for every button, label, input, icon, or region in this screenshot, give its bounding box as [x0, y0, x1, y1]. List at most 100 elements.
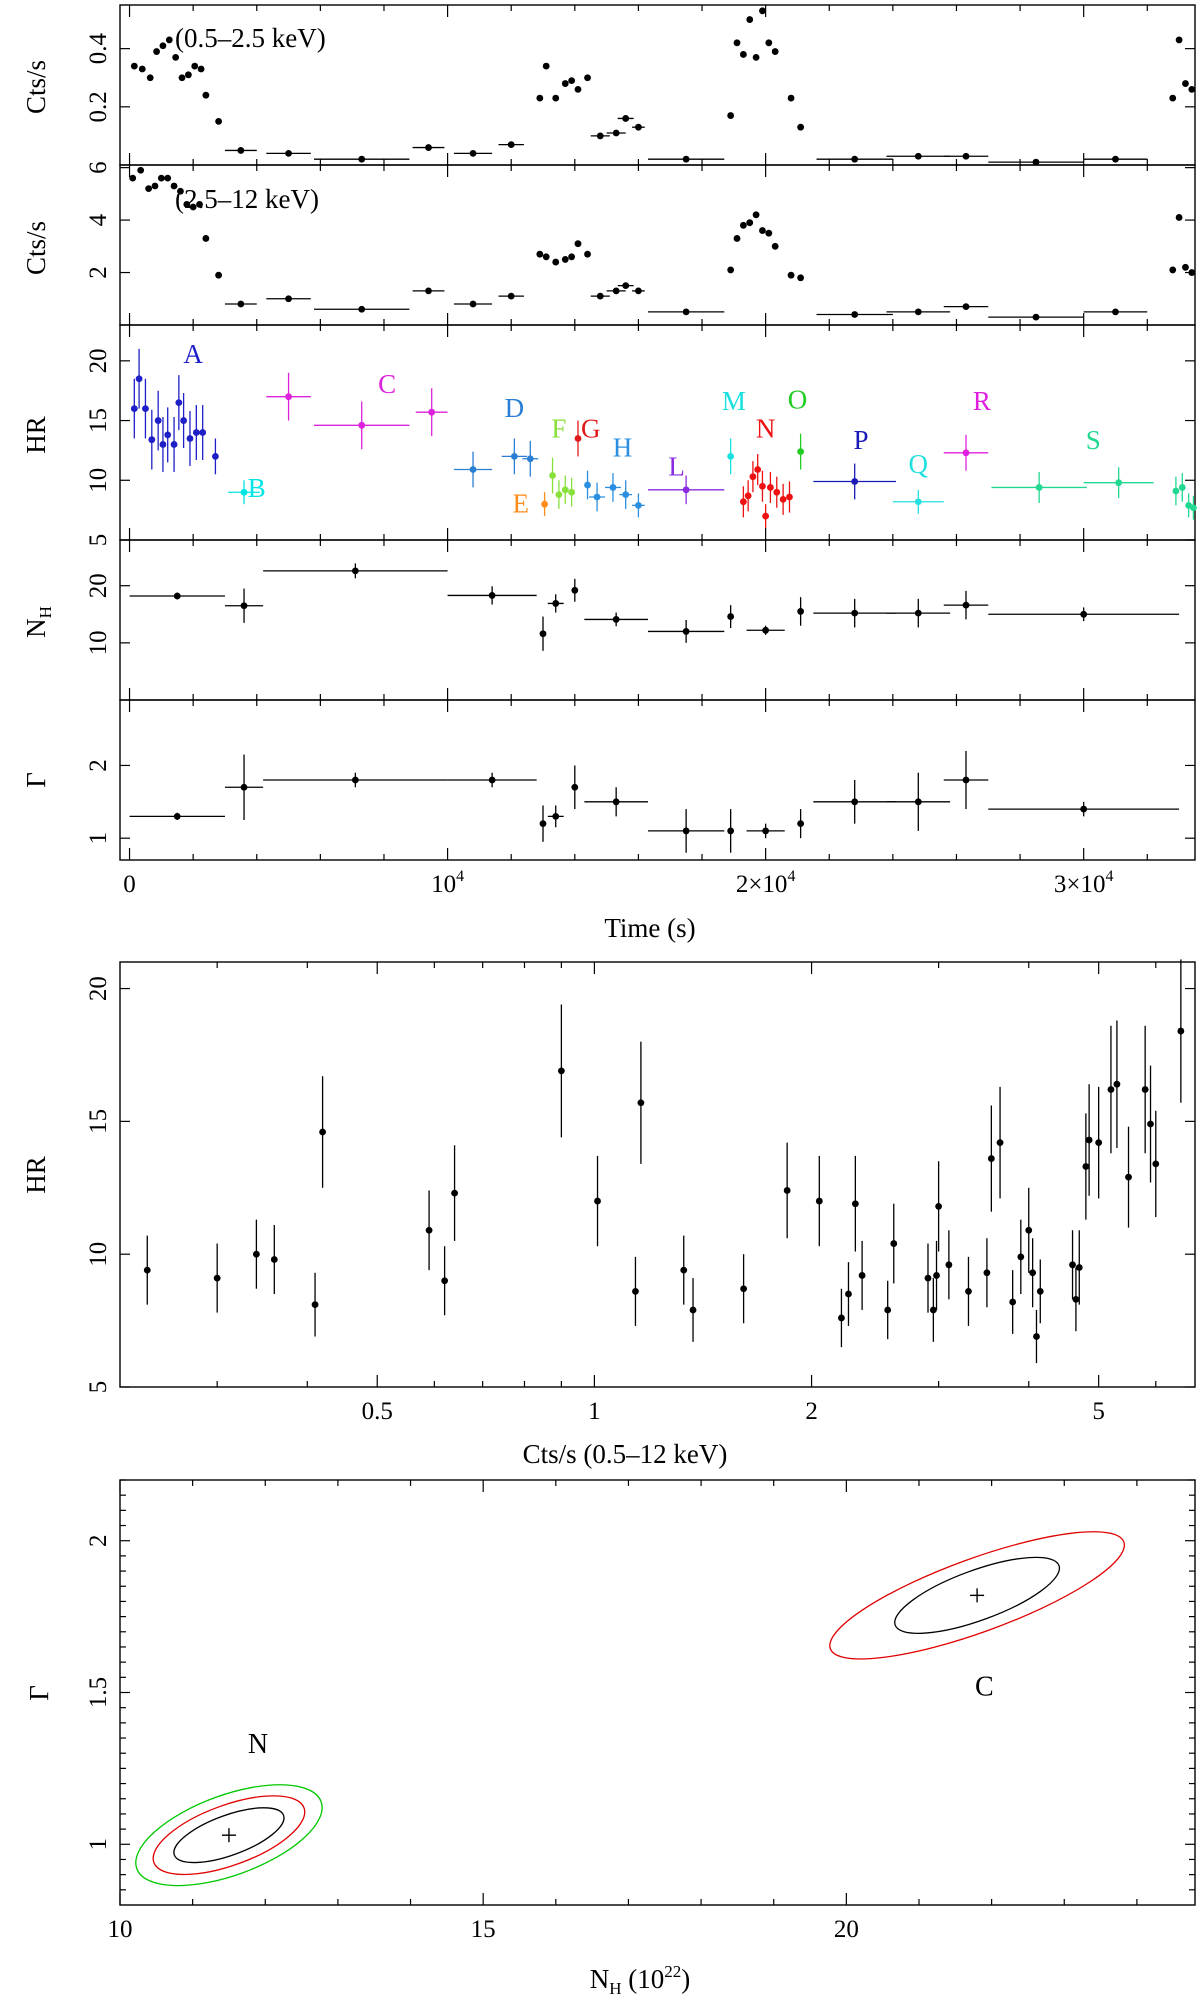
unit-open: (10 — [622, 1964, 665, 1994]
panel-hardness-ratio: 5 10 15 20 A B C D E F GH L MNO P Q R S HR — [21, 324, 1197, 546]
point-marker — [549, 472, 556, 479]
point-marker — [838, 1314, 845, 1322]
data-point — [744, 480, 752, 512]
y-ticks: 12 — [85, 700, 1195, 860]
point-marker — [637, 1099, 645, 1107]
point-marker — [797, 608, 805, 615]
point-marker — [425, 287, 432, 295]
data-point — [154, 390, 162, 451]
data-point — [890, 1203, 898, 1284]
data-point — [1017, 1219, 1025, 1295]
data-point — [779, 483, 787, 515]
data-point — [1069, 1230, 1076, 1300]
y-tick-label: 1.5 — [85, 1677, 112, 1708]
point-marker — [635, 287, 642, 295]
point-marker — [170, 441, 178, 448]
time-x-ticks: 0 104 2×104 3×104 — [123, 868, 1113, 898]
point-marker — [1175, 214, 1183, 221]
point-marker — [996, 1139, 1004, 1147]
data-point — [606, 287, 626, 295]
data-point — [637, 1041, 645, 1164]
y-tick-label: 5 — [85, 1381, 112, 1394]
segment-label: Q — [909, 449, 929, 479]
segment-label: F — [551, 413, 566, 443]
point-marker — [311, 1301, 319, 1309]
point-marker — [596, 132, 604, 140]
point-marker — [733, 235, 741, 242]
x-tick-label: 0 — [123, 871, 136, 898]
data-point — [177, 187, 184, 195]
data-point — [746, 625, 785, 635]
point-marker — [851, 311, 859, 318]
data-point — [924, 1243, 932, 1313]
data-point — [617, 282, 634, 290]
y-tick-label: 5 — [85, 534, 112, 547]
data-point — [1190, 495, 1197, 520]
data-point — [202, 91, 210, 99]
point-marker — [1080, 805, 1088, 813]
point-marker — [571, 586, 579, 594]
data-point — [619, 480, 633, 509]
data-point — [783, 1142, 791, 1239]
nh-subscript: H — [36, 606, 55, 618]
point-marker — [845, 1290, 852, 1298]
data-point — [590, 132, 610, 140]
y-tick-label: 10 — [85, 1242, 112, 1267]
data-point — [1172, 476, 1180, 506]
data-point — [129, 592, 225, 600]
data-point — [606, 129, 626, 137]
nh-subscript: H — [609, 1979, 621, 1998]
point-marker — [130, 62, 138, 70]
point-marker — [596, 292, 604, 300]
point-marker — [536, 250, 544, 258]
data-point — [536, 250, 544, 258]
data-point — [137, 166, 145, 174]
data-point — [594, 1155, 601, 1247]
data-point — [1177, 959, 1185, 1103]
point-marker — [186, 435, 194, 442]
y-ticks: 5 10 15 20 — [85, 325, 1195, 546]
point-marker — [199, 429, 207, 436]
data-point — [767, 471, 774, 503]
data-point — [1182, 80, 1189, 87]
point-marker — [1188, 269, 1196, 276]
data-point — [943, 434, 989, 471]
data-point — [1083, 467, 1154, 499]
data-point — [765, 229, 773, 237]
data-point — [170, 416, 178, 472]
point-marker — [935, 1202, 943, 1210]
data-point — [1107, 1025, 1115, 1154]
segment-label: B — [248, 473, 266, 503]
data-point — [647, 475, 725, 505]
point-marker — [469, 466, 477, 473]
point-marker — [129, 174, 137, 182]
point-marker — [612, 129, 620, 137]
data-point — [215, 271, 222, 279]
segment-label: R — [973, 386, 991, 416]
data-point — [797, 809, 805, 839]
data-point — [605, 473, 621, 502]
point-marker — [189, 203, 197, 211]
point-marker — [740, 1285, 748, 1293]
band-label: (0.5–2.5 keV) — [175, 23, 326, 53]
y-tick-label: 2 — [85, 266, 112, 279]
point-marker — [739, 498, 747, 506]
point-marker — [552, 258, 560, 266]
data-point — [943, 303, 989, 311]
data-point — [130, 378, 138, 439]
data-point — [727, 605, 735, 628]
point-marker — [962, 152, 970, 160]
y-tick-label: 1 — [85, 1838, 112, 1851]
data-point — [314, 305, 410, 313]
points — [130, 7, 1196, 166]
panel-frame — [119, 961, 1196, 1388]
point-marker — [1112, 308, 1119, 316]
data-point — [447, 586, 537, 605]
data-point — [797, 597, 805, 626]
point-marker — [962, 303, 970, 311]
point-marker — [542, 62, 550, 70]
point-marker — [1025, 1226, 1033, 1234]
segment-label: L — [668, 452, 685, 482]
data-point — [153, 48, 160, 55]
data-point — [1075, 1230, 1083, 1305]
